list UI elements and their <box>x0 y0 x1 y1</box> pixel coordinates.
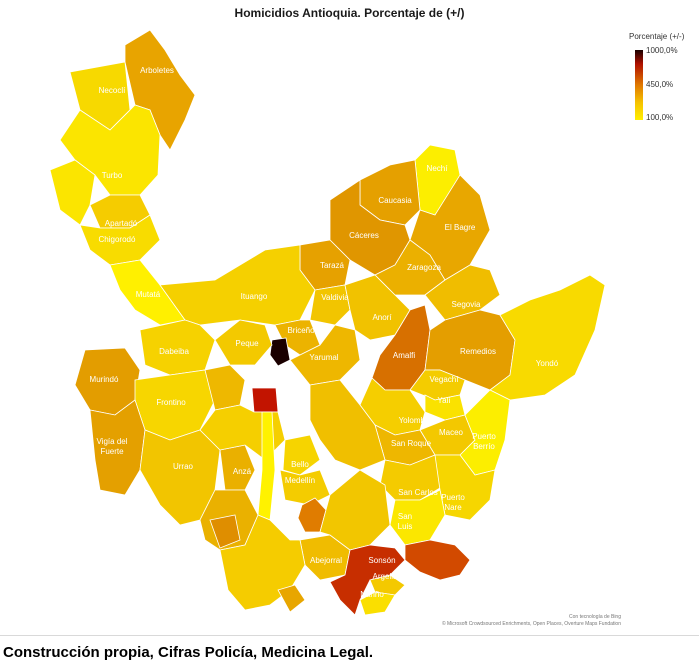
region-southwest-c[interactable] <box>277 584 306 613</box>
region-coast-spit[interactable] <box>49 159 96 226</box>
municipality-label: Apartadó <box>105 219 138 228</box>
map-canvas[interactable]: Arboletes Necoclí Turbo Apartadó Chigorodó Mu… <box>0 0 699 636</box>
municipality-label: Caucasia <box>378 196 412 205</box>
municipality-label: Tarazá <box>320 261 345 270</box>
municipality-label: Ituango <box>241 292 268 301</box>
legend-max-label: 1000,0% <box>646 46 678 55</box>
municipality-label: Frontino <box>156 398 186 407</box>
municipality-label: San Luis <box>398 512 413 531</box>
region-zaragoza[interactable] <box>374 239 446 296</box>
municipality-label: Urrao <box>173 462 194 471</box>
map-title: Homicidios Antioquia. Porcentaje de (+/) <box>234 6 465 20</box>
municipality-label: Puerto Nare <box>441 493 465 512</box>
region-arboletes[interactable] <box>124 29 196 151</box>
municipality-label: San Carlos <box>398 488 438 497</box>
region-yondo[interactable] <box>489 274 606 401</box>
municipality-label: Mutatá <box>136 290 161 299</box>
region-narino[interactable] <box>359 591 396 616</box>
municipality-label: Yolombó <box>399 416 430 425</box>
municipality-label: Yalí <box>437 396 451 405</box>
attribution-sources: © Microsoft Crowdsourced Enrichments, Op… <box>441 621 621 627</box>
region-east-center[interactable] <box>309 379 386 471</box>
municipality-label: Segovia <box>452 300 481 309</box>
region-valdivia[interactable] <box>309 284 351 326</box>
region-ituango[interactable] <box>159 244 316 326</box>
legend-mid-label: 450,0% <box>646 80 674 89</box>
source-caption: Construcción propia, Cifras Policía, Med… <box>3 644 374 661</box>
region-san-luis[interactable] <box>389 489 446 546</box>
region-urrao[interactable] <box>139 429 221 526</box>
municipality-label: Puerto Berrío <box>472 432 496 451</box>
municipality-label: Abejorral <box>310 556 342 565</box>
region-chigorodo[interactable] <box>79 214 161 266</box>
legend-color-bar <box>635 50 643 120</box>
municipality-label: Murindó <box>90 375 119 384</box>
legend-min-label: 100,0% <box>646 113 674 122</box>
municipality-label: Briceño <box>287 326 315 335</box>
region-argelia[interactable] <box>369 574 406 596</box>
municipality-label: Arboletes <box>140 66 174 75</box>
municipality-label: Necoclí <box>99 86 126 95</box>
region-bello[interactable] <box>282 434 321 476</box>
region-southwest-b[interactable] <box>219 514 306 611</box>
region-east-orange[interactable] <box>404 539 471 581</box>
legend-title: Porcentaje (+/-) <box>629 32 685 41</box>
region-cañasgordas[interactable] <box>204 364 246 411</box>
municipality-label: Amalfi <box>393 351 415 360</box>
municipality-label: Anzá <box>233 467 252 476</box>
municipality-label: Dabeiba <box>159 347 189 356</box>
municipality-label: Turbo <box>102 171 123 180</box>
municipality-label: Vegachí <box>430 375 460 384</box>
municipality-label: Peque <box>235 339 259 348</box>
region-red-square[interactable] <box>251 387 279 413</box>
municipality-label: Zaragoza <box>407 263 441 272</box>
region-turbo[interactable] <box>59 104 161 196</box>
municipality-label: Bello <box>291 460 309 469</box>
municipality-label: Anorí <box>372 313 392 322</box>
municipality-label: El Bagre <box>445 223 476 232</box>
municipality-label: Cáceres <box>349 231 379 240</box>
region-southwest-orange[interactable] <box>209 514 241 549</box>
municipality-label: Sonsón <box>368 556 395 565</box>
municipality-label: Nechí <box>427 164 449 173</box>
municipality-label: Nariño <box>360 590 384 599</box>
municipality-label: Argelia <box>373 572 398 581</box>
municipality-label: San Roque <box>391 439 432 448</box>
municipality-label: Vigía del Fuerte <box>97 437 128 456</box>
municipality-label: Remedios <box>460 347 496 356</box>
municipality-label: Chigorodó <box>99 235 136 244</box>
attribution-bing: Con tecnología de Bing <box>569 614 621 620</box>
municipality-label: Yondó <box>536 359 559 368</box>
map-frame: Homicidios Antioquia. Porcentaje de (+/) <box>0 0 699 636</box>
region-dabeiba[interactable] <box>139 319 216 376</box>
municipality-label: Yarumal <box>309 353 338 362</box>
municipality-label: Medellín <box>285 476 315 485</box>
region-briceno-black[interactable] <box>269 337 291 367</box>
municipality-label: Maceo <box>439 428 464 437</box>
municipality-label: Valdivia <box>321 293 349 302</box>
